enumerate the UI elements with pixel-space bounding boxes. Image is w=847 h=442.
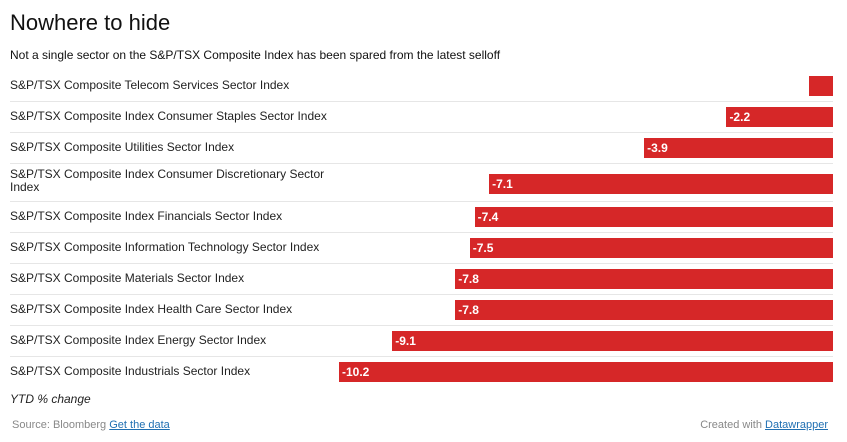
bar-value-label: -7.8	[458, 271, 479, 286]
bar	[455, 299, 833, 320]
category-label: S&P/TSX Composite Index Energy Sector In…	[10, 333, 267, 347]
bar-value-label: -7.5	[472, 240, 494, 255]
chart-row: S&P/TSX Composite Industrials Sector Ind…	[10, 356, 833, 387]
category-label: S&P/TSX Composite Industrials Sector Ind…	[10, 364, 251, 378]
bar-value-label: -7.1	[492, 177, 513, 191]
category-label: S&P/TSX Composite Index Health Care Sect…	[10, 302, 293, 316]
bar-value-label: -7.4	[477, 209, 499, 224]
bar	[489, 174, 833, 194]
bar	[644, 137, 833, 158]
category-label: S&P/TSX Composite Utilities Sector Index	[10, 140, 235, 154]
chart-row: S&P/TSX Composite Index Health Care Sect…	[10, 294, 833, 326]
category-label: S&P/TSX Composite Information Technology…	[10, 240, 320, 254]
created-label: Created with	[700, 419, 762, 431]
bar-value-label: -9.1	[395, 333, 416, 348]
chart-row: S&P/TSX Composite Materials Sector Index	[10, 263, 833, 295]
chart-row: S&P/TSX Composite Telecom Services Secto…	[10, 70, 833, 102]
category-label: S&P/TSX Composite Materials Sector Index	[10, 271, 245, 285]
bar-value-label: -7.8	[458, 302, 479, 317]
bar	[469, 237, 833, 258]
category-label: S&P/TSX Composite Index Financials Secto…	[10, 209, 283, 223]
bar-value-label: -3.9	[647, 140, 668, 155]
chart-row: S&P/TSX Composite Index Energy Sector In…	[10, 325, 833, 357]
chart-row: S&P/TSX Composite Index Consumer Staples…	[10, 101, 833, 133]
bar	[339, 361, 833, 382]
chart-row: S&P/TSX Composite Index Financials Secto…	[10, 201, 833, 233]
chart-row: S&P/TSX Composite Information Technology…	[10, 232, 833, 264]
chart-row: S&P/TSX Composite Index Consumer Discret…	[10, 163, 833, 202]
bar-value-label: -10.2	[342, 364, 370, 379]
footer-source: Source: Bloomberg Get the data	[12, 419, 170, 431]
bar	[392, 330, 833, 351]
chart-title: Nowhere to hide	[10, 10, 171, 35]
source-label: Source: Bloomberg	[12, 419, 107, 431]
bar	[726, 106, 833, 127]
bar	[455, 268, 833, 289]
category-label: S&P/TSX Composite Index Consumer Staples…	[10, 109, 327, 123]
bar-chart: S&P/TSX Composite Telecom Services Secto…	[0, 70, 847, 390]
bar	[474, 206, 833, 227]
footer-credit: Created with Datawrapper	[700, 419, 828, 431]
category-label: S&P/TSX Composite Telecom Services Secto…	[10, 78, 290, 92]
bar-value-label: -2.2	[729, 109, 751, 124]
bar	[808, 75, 833, 96]
chart-subtitle: Not a single sector on the S&P/TSX Compo…	[10, 48, 501, 62]
chart-row: S&P/TSX Composite Utilities Sector Index	[10, 132, 833, 164]
get-data-link[interactable]: Get the data	[109, 419, 170, 431]
chart-note: YTD % change	[10, 392, 91, 406]
category-label: S&P/TSX Composite Index Consumer Discret…	[10, 167, 325, 194]
datawrapper-link[interactable]: Datawrapper	[765, 419, 828, 431]
